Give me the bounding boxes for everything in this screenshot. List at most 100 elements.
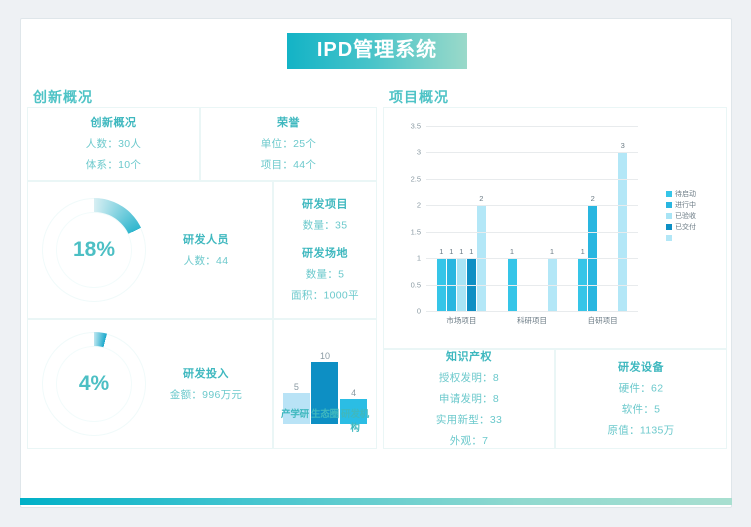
card-equipment-row-0: 硬件：62 — [618, 382, 664, 395]
bar-column: 3 — [618, 126, 628, 311]
card-honor-row-0: 单位：25个 — [260, 138, 317, 150]
mini-bar-rect — [311, 362, 339, 424]
x-axis-label: 市场项目 — [446, 316, 477, 325]
legend-swatch — [666, 212, 672, 219]
legend-item[interactable]: 进行中 — [666, 199, 696, 210]
bar-value-label: 1 — [580, 247, 585, 257]
chart-gridline: 0 — [417, 307, 638, 316]
bar-column: 1 — [466, 126, 476, 311]
card-rd-people-row-0: 人数：44 — [183, 254, 229, 267]
bar-value-label: 3 — [620, 141, 625, 151]
card-ip-row-0: 授权发明：8 — [438, 372, 500, 384]
card-rd-people-title: 研发人员 — [183, 233, 229, 246]
legend-item[interactable]: 已交付 — [666, 221, 696, 232]
card-ip-row-3: 外观：7 — [449, 435, 489, 447]
chart-gridline: 1.5 — [411, 227, 638, 236]
chart-ecosystem-bar: 5 10 4 产学研 生态圈 研发机构 — [273, 319, 377, 449]
mini-bar-category: 研发机构 — [341, 409, 369, 434]
legend-label: 待启动 — [675, 190, 696, 198]
card-rd-invest-title: 研发投入 — [183, 367, 229, 380]
mini-bar-plot: 5 10 4 — [282, 338, 368, 424]
donut-hole — [56, 212, 132, 288]
bar-column: 1 — [547, 126, 557, 311]
donut-chart-rd-people: 18% — [42, 198, 146, 302]
bar-group: 1 2 3 — [567, 126, 638, 311]
legend-swatch — [666, 190, 672, 197]
card-equipment-row-1: 软件：5 — [621, 403, 661, 416]
mini-bar-category: 生态圈 — [311, 409, 339, 420]
bar-value-label: 1 — [439, 247, 444, 257]
legend-label: 已交付 — [675, 223, 696, 231]
mini-bar-category: 产学研 — [281, 409, 309, 420]
legend-item[interactable]: 待启动 — [666, 188, 696, 199]
mini-bar-rect — [282, 393, 310, 424]
dashboard-page: IPD管理系统 创新概况 项目概况 创新概况 人数：30人 体系：10个 荣誉 … — [20, 18, 732, 508]
y-axis-tick: 2 — [416, 200, 421, 210]
card-rd-site-row-0: 数量：5 — [305, 268, 345, 281]
title-container: IPD管理系统 — [21, 33, 733, 69]
donut-chart-rd-invest: 4% — [42, 332, 146, 436]
bar-value-label: 2 — [479, 194, 484, 204]
card-rd-site-title: 研发场地 — [302, 247, 348, 260]
card-rd-project: 研发项目 数量：35 研发场地 数量：5 面积：1000平 — [273, 181, 377, 319]
y-axis-tick: 0.5 — [410, 280, 421, 290]
footer-gradient-bar — [20, 498, 732, 505]
card-intellectual-property: 知识产权 授权发明：8 申请发明：8 实用新型：33 外观：7 — [383, 349, 555, 449]
bar-column: 1 — [507, 126, 517, 311]
card-rd-invest: 4% 研发投入 金额：996万元 — [27, 319, 273, 449]
mini-bar-value: 10 — [319, 351, 330, 361]
y-axis-tick: 1.5 — [410, 227, 421, 237]
card-rd-site-row-1: 面积：1000平 — [291, 289, 359, 302]
legend-label: 进行中 — [675, 201, 696, 209]
chart-legend: 待启动进行中已验收已交付 — [666, 188, 696, 243]
y-axis-tick: 3 — [416, 147, 421, 157]
bar-column: 2 — [476, 126, 486, 311]
card-honor: 荣誉 单位：25个 项目：44个 — [200, 107, 377, 181]
bar-column: 1 — [436, 126, 446, 311]
donut-hole — [56, 346, 132, 422]
left-panel: 创新概况 人数：30人 体系：10个 荣誉 单位：25个 项目：44个 18% — [27, 107, 377, 487]
mini-bar-column: 5 — [282, 381, 310, 424]
legend-item[interactable]: 已验收 — [666, 210, 696, 221]
bar-column: 1 — [446, 126, 456, 311]
bar-column: 1 — [456, 126, 466, 311]
card-rd-equipment: 研发设备 硬件：62 软件：5 原值：1135万 — [555, 349, 727, 449]
card-rd-invest-row-0: 金额：996万元 — [169, 388, 243, 401]
x-axis-label: 自研项目 — [587, 316, 618, 325]
y-axis-tick: 1 — [416, 253, 421, 263]
card-ip-title: 知识产权 — [446, 351, 492, 363]
card-equipment-title: 研发设备 — [618, 361, 664, 374]
legend-swatch — [666, 201, 672, 208]
card-honor-title: 荣誉 — [277, 117, 300, 129]
y-axis-tick: 3.5 — [410, 121, 421, 131]
legend-swatch — [666, 223, 672, 230]
legend-label: 已验收 — [675, 212, 696, 220]
mini-bar-column: 10 — [311, 350, 339, 424]
chart-gridline: 2.5 — [411, 174, 638, 183]
bar-column: 2 — [588, 126, 598, 311]
donut-percent-label: 4% — [78, 372, 110, 395]
mini-bar-rect — [340, 399, 368, 424]
section-heading-projects: 项目概况 — [389, 89, 449, 105]
legend-item[interactable] — [666, 232, 696, 243]
chart-gridline: 3 — [417, 148, 638, 157]
bar-value-label: 2 — [590, 194, 595, 204]
chart-gridline: 1 — [417, 254, 638, 263]
card-innovation-row-0: 人数：30人 — [85, 138, 142, 150]
bar-column — [518, 126, 527, 311]
bar-value-label: 1 — [549, 247, 555, 257]
bar-value-label: 1 — [449, 247, 454, 257]
card-innovation: 创新概况 人数：30人 体系：10个 — [27, 107, 200, 181]
bar-column — [538, 126, 547, 311]
card-rd-people: 18% 研发人员 人数：44 — [27, 181, 273, 319]
mini-bar-value: 5 — [293, 382, 299, 392]
bar-value-label: 1 — [509, 247, 515, 257]
mini-bar-column: 4 — [340, 387, 368, 424]
bar-value-label: 1 — [469, 247, 474, 257]
bar-column: 1 — [578, 126, 588, 311]
y-axis-tick: 2.5 — [410, 174, 421, 184]
